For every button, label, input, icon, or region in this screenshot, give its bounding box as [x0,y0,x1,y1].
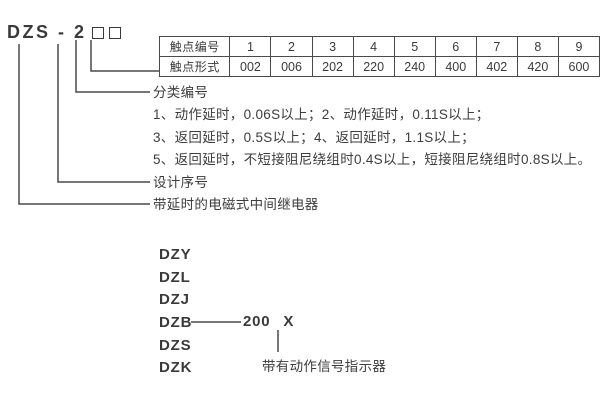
model-item-dzy: DZY [159,245,192,263]
model-code: DZS - 2 [7,22,121,43]
classification-label: 分类编号 [153,85,209,100]
table-cell: 2 [270,36,313,57]
model-item-dzk: DZK [159,359,193,377]
dzb-suffix-code: 200 X [243,313,295,330]
delay-spec-line-3: 5、返回延时，不短接阻尼绕组时0.4S以上，短接阻尼绕组时0.8S以上。 [153,152,592,167]
table-cell: 8 [516,36,559,57]
table-cell: 240 [393,56,436,77]
table-cell: 402 [475,56,518,77]
table-cell: 6 [434,36,477,57]
table-row-contact-number: 触点编号 1 2 3 4 5 6 7 8 9 [158,36,600,57]
digit-placeholder-box-2 [108,27,121,39]
model-item-dzl: DZL [159,268,191,286]
table-cell: 3 [311,36,354,57]
leader-line-contact-form [90,40,159,72]
model-item-dzs: DZS [159,336,192,354]
digit-placeholder-box-1 [91,27,104,39]
table-cell: 006 [270,56,313,77]
table-row-contact-form: 触点形式 002 006 202 220 240 400 402 420 600 [158,56,600,77]
delay-spec-line-1: 1、动作延时，0.06S以上；2、动作延时，0.11S以上； [153,107,490,122]
contact-code-table: 触点编号 1 2 3 4 5 6 7 8 9 触点形式 002 006 202 … [158,36,600,77]
leader-line-design-serial [57,44,150,183]
model-item-dzb: DZB [159,313,193,331]
leader-line-relay-type [18,44,150,205]
table-cell: 4 [352,36,395,57]
table-cell: 9 [557,36,600,57]
leader-line-classification [75,40,150,93]
delay-spec-line-2: 3、返回延时，0.5S以上；4、返回延时，1.1S以上； [153,130,475,145]
table-cell: 5 [393,36,436,57]
model-item-dzj: DZJ [159,291,190,309]
row-header-contact-number: 触点编号 [158,36,231,57]
table-cell: 1 [229,36,272,57]
table-cell: 400 [434,56,477,77]
table-cell: 202 [311,56,354,77]
table-cell: 600 [557,56,600,77]
table-cell: 002 [229,56,272,77]
table-cell: 220 [352,56,395,77]
table-cell: 7 [475,36,518,57]
row-header-contact-form: 触点形式 [158,56,231,77]
relay-type-label: 带延时的电磁式中间继电器 [153,197,319,212]
table-cell: 420 [516,56,559,77]
model-code-text: DZS - 2 [7,22,87,42]
design-serial-label: 设计序号 [153,175,209,190]
indicator-note: 带有动作信号指示器 [262,359,387,374]
model-series-list: DZY DZL DZJ DZB DZS DZK [159,243,192,379]
